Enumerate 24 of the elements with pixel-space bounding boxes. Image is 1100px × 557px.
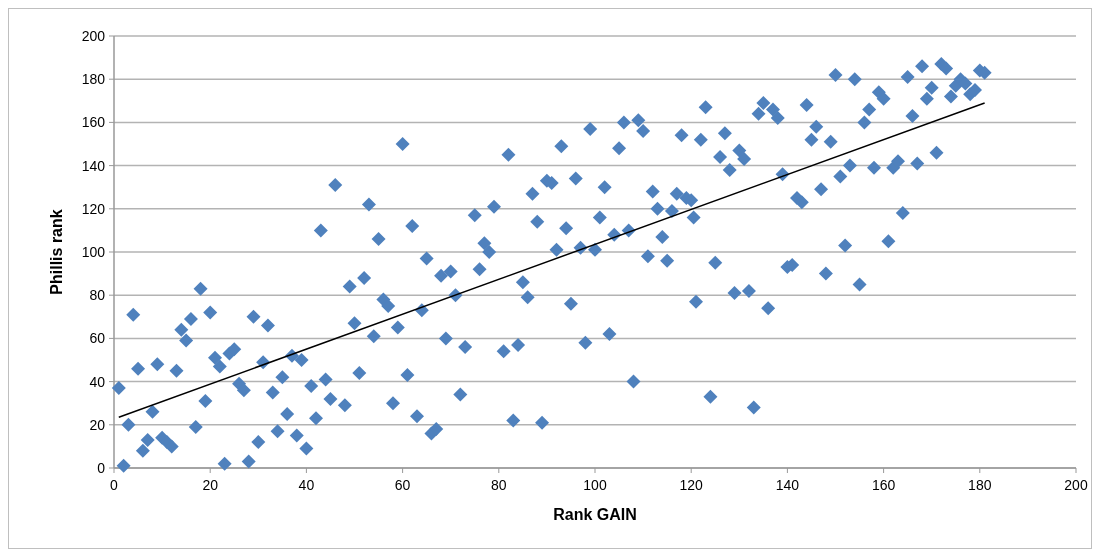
- x-tick-label: 120: [679, 477, 704, 493]
- y-tick-label: 0: [97, 459, 106, 476]
- y-tick-label: 80: [89, 287, 106, 304]
- y-tick-label: 120: [81, 200, 106, 217]
- x-tick-label: 40: [298, 477, 315, 493]
- x-tick-label: 100: [583, 477, 607, 493]
- x-tick-label: 200: [1064, 477, 1088, 493]
- y-tick-label: 160: [81, 114, 106, 131]
- y-tick-label: 40: [89, 373, 106, 390]
- x-tick-label: 60: [394, 477, 411, 493]
- x-tick-label: 0: [110, 477, 119, 493]
- x-tick-label: 20: [202, 477, 219, 493]
- x-tick-label: 80: [491, 477, 507, 493]
- y-tick-label: 200: [81, 27, 106, 44]
- x-axis-title: Rank GAIN: [553, 506, 637, 523]
- y-tick-label: 100: [81, 243, 106, 260]
- y-axis-title: Phillis rank: [48, 209, 65, 295]
- y-tick-label: 140: [81, 157, 106, 174]
- y-tick-label: 180: [81, 71, 106, 88]
- x-tick-label: 160: [871, 477, 896, 493]
- x-tick-label: 180: [968, 477, 992, 493]
- x-tick-label: 140: [775, 477, 800, 493]
- y-tick-label: 60: [89, 330, 106, 347]
- y-tick-label: 20: [89, 416, 106, 433]
